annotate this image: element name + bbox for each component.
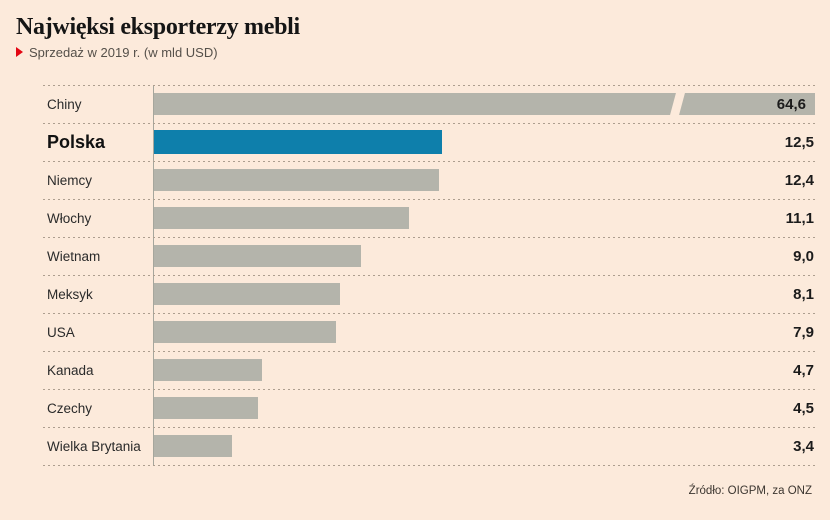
bar-segment <box>154 245 361 267</box>
row-separator-line <box>43 85 818 86</box>
value-label: 7,9 <box>793 323 814 341</box>
bar-segment <box>154 93 815 115</box>
row-separator-line <box>43 199 818 200</box>
red-triangle-right-icon <box>16 47 23 58</box>
value-label: 8,1 <box>793 285 814 303</box>
row-separator-line <box>43 275 818 276</box>
bar-segment <box>154 435 232 457</box>
value-label: 11,1 <box>785 209 814 227</box>
bar-segment <box>154 169 439 191</box>
source-note: Źródło: OIGPM, za ONZ <box>688 485 812 497</box>
category-label: Wietnam <box>47 248 101 264</box>
value-label: 4,5 <box>793 399 814 417</box>
value-label: 12,5 <box>784 133 814 151</box>
value-label: 3,4 <box>793 437 814 455</box>
value-label: 64,6 <box>776 95 806 113</box>
row-separator-line <box>43 123 818 124</box>
bar-segment <box>154 397 258 419</box>
bar-segment <box>154 130 442 154</box>
value-label: 4,7 <box>793 361 814 379</box>
row-separator-line <box>43 427 818 428</box>
bar-row-czechy: Czechy 4,5 <box>43 389 818 427</box>
category-label: Polska <box>47 131 106 152</box>
axis-break-slash-icon <box>669 93 686 115</box>
bar-row-wietnam: Wietnam 9,0 <box>43 237 818 275</box>
row-separator-line <box>43 161 818 162</box>
page-title: Najwięksi eksporterzy mebli <box>16 14 300 40</box>
category-label: Wielka Brytania <box>47 438 141 454</box>
bar-segment <box>154 321 336 343</box>
subtitle-row: Sprzedaż w 2019 r. (w mld USD) <box>16 45 300 60</box>
bar-row-polska: Polska 12,5 <box>43 123 818 161</box>
row-separator-line <box>43 389 818 390</box>
bar-segment <box>154 207 409 229</box>
chart-subtitle: Sprzedaż w 2019 r. (w mld USD) <box>29 44 218 60</box>
category-label: Czechy <box>47 400 93 416</box>
bar-segment <box>154 359 262 381</box>
row-separator-line <box>43 465 818 466</box>
bar-chart: Chiny 64,6 Polska 12,5 Niemcy 12,4 Włochy 11,1 W… <box>43 85 818 466</box>
category-label: Niemcy <box>47 172 93 188</box>
category-label: USA <box>47 324 75 340</box>
bar-row-chiny: Chiny 64,6 <box>43 85 818 123</box>
bar-row-kanada: Kanada 4,7 <box>43 351 818 389</box>
row-separator-line <box>43 237 818 238</box>
category-label: Kanada <box>47 362 94 378</box>
category-label: Włochy <box>47 210 92 226</box>
category-label: Chiny <box>47 96 82 112</box>
bar-segment <box>154 283 340 305</box>
category-label: Meksyk <box>47 286 93 302</box>
chart-header: Najwięksi eksporterzy mebli Sprzedaż w 2… <box>16 13 300 60</box>
bar-row-meksyk: Meksyk 8,1 <box>43 275 818 313</box>
value-label: 12,4 <box>784 171 814 189</box>
row-separator-line <box>43 351 818 352</box>
bar-row-niemcy: Niemcy 12,4 <box>43 161 818 199</box>
bar-row-usa: USA 7,9 <box>43 313 818 351</box>
row-separator-line <box>43 313 818 314</box>
value-label: 9,0 <box>793 247 814 265</box>
bar-row-włochy: Włochy 11,1 <box>43 199 818 237</box>
bar-row-wielka-brytania: Wielka Brytania 3,4 <box>43 427 818 465</box>
